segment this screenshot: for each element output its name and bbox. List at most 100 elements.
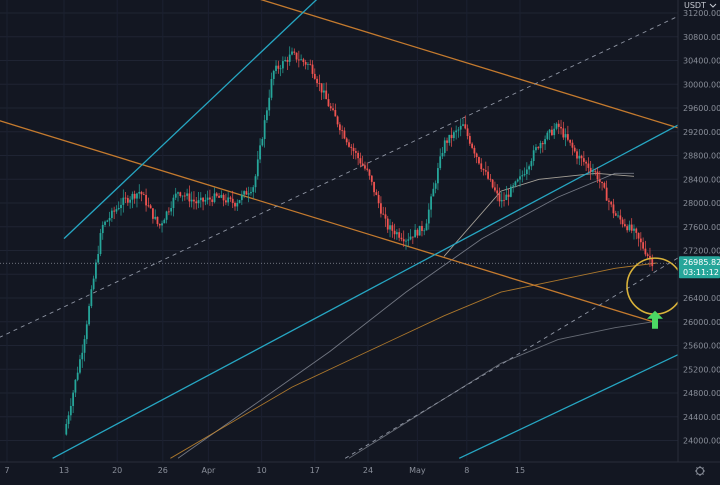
candle[interactable] [338, 122, 341, 135]
candle[interactable] [566, 125, 569, 142]
candle[interactable] [240, 190, 243, 206]
candle[interactable] [416, 228, 419, 239]
candle[interactable] [74, 379, 77, 397]
candle[interactable] [270, 72, 273, 101]
candle[interactable] [589, 160, 592, 180]
candle[interactable] [580, 154, 583, 166]
candle[interactable] [140, 190, 143, 202]
candle[interactable] [113, 206, 116, 220]
candle[interactable] [190, 191, 193, 208]
candle[interactable] [341, 125, 344, 139]
candle[interactable] [309, 59, 312, 66]
candle[interactable] [110, 207, 113, 222]
candle[interactable] [179, 191, 182, 198]
candle[interactable] [250, 187, 252, 196]
candle[interactable] [562, 121, 565, 140]
candle[interactable] [227, 192, 230, 206]
candle[interactable] [393, 223, 396, 240]
candle[interactable] [65, 418, 68, 436]
candle[interactable] [152, 208, 154, 224]
candle[interactable] [218, 193, 220, 198]
trend-line-channel[interactable] [52, 108, 710, 459]
candle[interactable] [174, 187, 177, 201]
candle[interactable] [215, 191, 218, 198]
candle[interactable] [67, 411, 70, 429]
candle[interactable] [455, 125, 458, 140]
candle[interactable] [256, 150, 259, 180]
candle[interactable] [142, 191, 145, 196]
candle[interactable] [279, 64, 282, 77]
candle[interactable] [450, 127, 453, 147]
candle[interactable] [409, 229, 412, 241]
candle[interactable] [375, 189, 378, 196]
price-axis[interactable]: 24000.00 24400.00 24800.00 25200.00 25600.00… [677, 0, 720, 480]
candle[interactable] [163, 218, 166, 224]
candle[interactable] [519, 169, 521, 187]
candle[interactable] [637, 232, 640, 247]
candle[interactable] [275, 60, 277, 74]
candle[interactable] [516, 178, 519, 183]
candle[interactable] [612, 198, 615, 219]
candle[interactable] [99, 228, 102, 257]
time-axis[interactable]: 7 13 20 26 Apr 10 17 24 May 8 15 [0, 461, 720, 480]
candle[interactable] [630, 218, 633, 234]
candle[interactable] [521, 170, 524, 183]
candle[interactable] [432, 182, 435, 197]
candle[interactable] [594, 168, 597, 176]
candle[interactable] [391, 221, 394, 238]
candle[interactable] [117, 201, 120, 211]
candle[interactable] [414, 224, 417, 238]
candle[interactable] [384, 207, 387, 227]
trend-line-resistance[interactable] [227, 0, 710, 138]
currency-selector[interactable]: USDT [684, 1, 706, 10]
candle[interactable] [172, 194, 175, 217]
candle[interactable] [548, 128, 551, 141]
candle[interactable] [373, 181, 375, 197]
candle[interactable] [402, 230, 405, 247]
candle[interactable] [386, 215, 389, 233]
candle[interactable] [537, 146, 540, 150]
candle[interactable] [304, 59, 307, 70]
candle[interactable] [108, 211, 111, 227]
candle[interactable] [500, 191, 503, 208]
candle[interactable] [181, 195, 184, 202]
candle[interactable] [154, 209, 157, 221]
candle[interactable] [188, 185, 191, 208]
candle[interactable] [243, 190, 246, 199]
candle[interactable] [418, 225, 421, 236]
candle[interactable] [596, 167, 599, 184]
candle[interactable] [635, 227, 638, 240]
candle[interactable] [229, 195, 232, 202]
candle[interactable] [120, 198, 122, 216]
candle[interactable] [608, 198, 610, 211]
candle[interactable] [234, 201, 236, 211]
candle[interactable] [633, 224, 635, 240]
candle[interactable] [156, 216, 159, 227]
candle[interactable] [496, 184, 499, 202]
candle[interactable] [281, 56, 284, 74]
candle[interactable] [345, 137, 348, 146]
candle[interactable] [320, 83, 323, 100]
candle[interactable] [466, 124, 469, 140]
candle[interactable] [254, 174, 257, 193]
candle[interactable] [124, 191, 127, 204]
candle[interactable] [129, 196, 132, 209]
candle[interactable] [224, 193, 227, 206]
candle[interactable] [569, 139, 572, 146]
candle[interactable] [354, 147, 357, 160]
candle[interactable] [512, 182, 515, 193]
candle[interactable] [177, 191, 179, 202]
candle[interactable] [587, 157, 590, 173]
candle[interactable] [605, 180, 608, 201]
candle[interactable] [443, 137, 446, 157]
candle[interactable] [582, 151, 585, 166]
candle[interactable] [619, 209, 622, 225]
candle[interactable] [473, 145, 476, 158]
candle[interactable] [101, 221, 104, 240]
candle[interactable] [284, 56, 287, 62]
candle[interactable] [311, 60, 314, 79]
candle[interactable] [532, 145, 535, 166]
candle[interactable] [487, 166, 489, 181]
candle[interactable] [186, 188, 189, 200]
